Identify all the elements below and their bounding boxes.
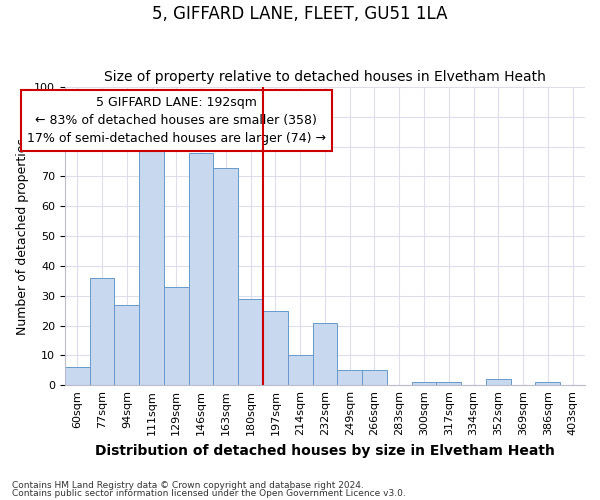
Bar (164, 287, 189, 385)
Bar (337, 370, 362, 385)
Bar (263, 310, 288, 385)
Bar (65, 368, 89, 385)
Bar (139, 146, 164, 385)
Bar (436, 382, 461, 385)
Title: Size of property relative to detached houses in Elvetham Heath: Size of property relative to detached ho… (104, 70, 546, 85)
Bar (288, 356, 313, 385)
Bar (412, 382, 436, 385)
X-axis label: Distribution of detached houses by size in Elvetham Heath: Distribution of detached houses by size … (95, 444, 555, 458)
Text: 5 GIFFARD LANE: 192sqm
← 83% of detached houses are smaller (358)
17% of semi-de: 5 GIFFARD LANE: 192sqm ← 83% of detached… (27, 96, 326, 145)
Bar (535, 382, 560, 385)
Bar (362, 370, 387, 385)
Y-axis label: Number of detached properties: Number of detached properties (16, 138, 29, 334)
Text: Contains HM Land Registry data © Crown copyright and database right 2024.: Contains HM Land Registry data © Crown c… (12, 481, 364, 490)
Text: 5, GIFFARD LANE, FLEET, GU51 1LA: 5, GIFFARD LANE, FLEET, GU51 1LA (152, 5, 448, 23)
Bar (486, 379, 511, 385)
Bar (89, 278, 115, 385)
Bar (214, 168, 238, 385)
Bar (189, 152, 214, 385)
Bar (238, 298, 263, 385)
Bar (313, 322, 337, 385)
Bar (115, 304, 139, 385)
Text: Contains public sector information licensed under the Open Government Licence v3: Contains public sector information licen… (12, 488, 406, 498)
